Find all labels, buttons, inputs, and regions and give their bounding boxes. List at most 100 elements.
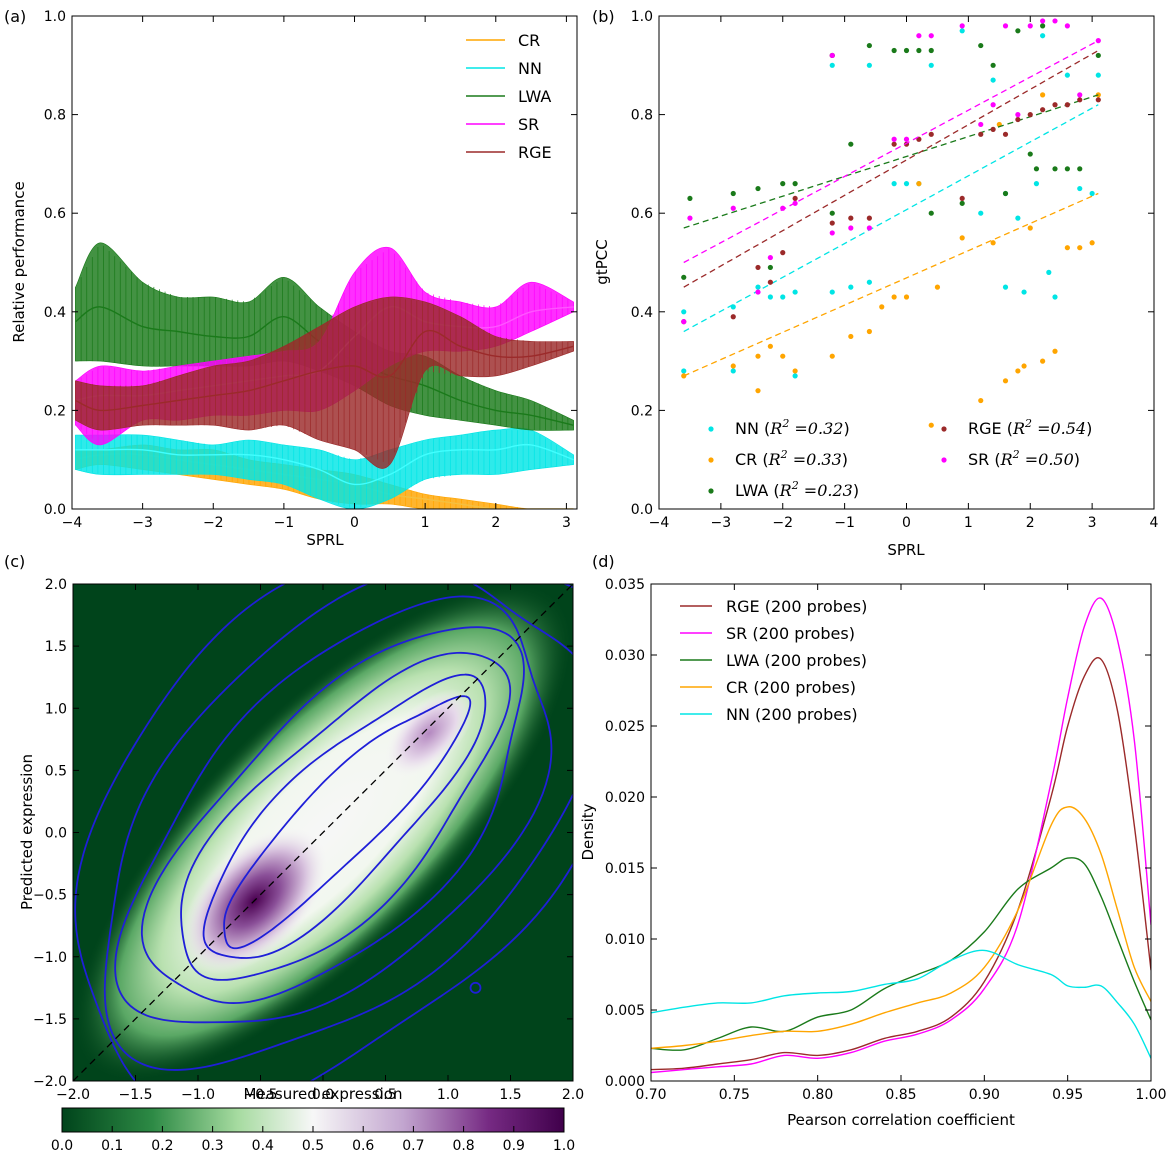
colorbar-tick-label: 0.2 [151,1138,173,1154]
panel-a-xtick-label: −4 [62,515,83,531]
panel-c-chart: −2.0 −1.5 −1.0 −0.5 0.0 0.5 1.0 1.5 2.0 −2.0 −1.5 −… [18,577,584,1154]
point-sr [1064,23,1070,29]
point-cr [792,368,798,374]
point-rge [990,126,996,132]
point-sr [767,254,773,261]
panel-a-xlabel: SPRL [306,531,344,549]
point-nn [829,289,835,295]
point-sr [1077,92,1083,98]
point-sr [780,205,786,211]
panel-b-xtick-label: 4 [1150,515,1159,531]
colorbar-tick-label: 0.8 [452,1138,474,1154]
point-nn [1052,294,1058,300]
point-nn [730,304,736,310]
point-sr [687,215,693,221]
point-lwa [1040,23,1046,29]
point-cr [928,422,934,428]
panel-b-xtick-label: 3 [1088,515,1097,531]
point-cr [1089,240,1095,246]
density-line-cr [651,806,1151,1049]
density-contour [140,626,525,1004]
point-lwa [1015,28,1021,34]
point-nn [891,181,897,187]
point-cr [1040,92,1046,98]
legend-label-rge: RGE [518,143,552,162]
panel-b-ytick-label: 0.2 [631,403,653,419]
panel-b-ylabel: gtPCC [593,239,611,284]
panel-d-xtick-label: 0.80 [802,1087,833,1103]
point-cr [959,235,965,241]
legend-label-cr: CR (200 probes) [726,678,856,697]
point-lwa [990,62,996,68]
panel-d-ylabel: Density [579,803,597,860]
point-lwa [866,42,872,49]
point-cr [903,294,910,300]
panel-c-xtick-label: 2.0 [562,1087,584,1103]
point-sr [1095,38,1101,44]
panel-d-ytick-label: 0.035 [605,577,645,593]
legend-label-lwa: LWA [518,87,551,106]
point-rge [792,195,798,202]
point-lwa [829,210,835,216]
point-sr [1002,23,1009,29]
density-contour [202,673,487,959]
point-lwa [928,47,934,54]
legend-label-cr: CR (R2 =0.33) [735,448,848,469]
point-rge [1095,97,1101,103]
point-cr [767,343,773,349]
density-line-sr [651,597,1151,1074]
legend-label-sr: SR (R2 =0.50) [968,448,1080,469]
point-nn [829,62,835,68]
point-sr [829,230,835,236]
fit-line-sr [683,40,1099,264]
point-lwa [928,210,934,216]
point-cr [730,363,736,369]
point-nn [792,373,798,379]
panel-c-ytick-label: −0.5 [33,888,67,904]
point-nn [959,28,965,34]
legend-label-lwa: LWA (200 probes) [726,651,867,670]
legend-label-cr: CR [518,31,540,50]
panel-d-ytick-label: 0.025 [605,719,645,735]
point-cr [879,304,885,310]
panel-a-xtick-label: −3 [132,515,153,531]
density-contour [114,595,553,1024]
panel-c-xlabel: Measured expression [244,1085,403,1103]
point-rge [866,215,872,221]
point-nn [903,181,910,187]
legend-label-nn: NN (R2 =0.32) [735,417,850,438]
point-lwa [978,42,984,49]
point-cr [829,353,835,359]
point-sr [959,23,965,29]
point-rge [1027,112,1033,118]
point-cr [681,373,687,379]
point-cr [1052,348,1058,354]
panel-label-b: (b) [592,7,615,26]
point-sr [916,33,922,39]
panel-a-ytick-label: 0.6 [44,206,66,222]
point-sr [903,136,910,142]
point-lwa [891,47,897,54]
panel-d-ytick-label: 0.020 [605,790,645,806]
point-cr [978,397,984,404]
panel-d-ytick-label: 0.000 [605,1074,645,1090]
panel-a-frame [71,15,578,510]
panel-a-xtick-label: −1 [274,515,295,531]
point-rge [730,314,736,320]
point-lwa [1002,190,1009,197]
panel-a-chart: −4 −3 −2 −1 0 1 2 3 0.0 0.2 0.4 0.6 0.8 1.0 CR NN LWA SR… [10,9,578,549]
point-nn [1015,215,1021,221]
point-rge [829,220,835,226]
point-sr [755,289,761,295]
point-cr [891,294,897,300]
panel-a-xtick-label: 0 [350,515,359,531]
density-line-rge [651,657,1151,1071]
legend-label-sr: SR [518,115,539,134]
panel-b-ytick-label: 0.6 [631,206,653,222]
identity-diagonal [73,584,573,1081]
panel-label-d: (d) [592,552,615,571]
point-cr [1021,363,1027,369]
panel-a-ytick-label: 0.2 [44,403,66,419]
panel-b-xtick-label: −2 [772,515,793,531]
